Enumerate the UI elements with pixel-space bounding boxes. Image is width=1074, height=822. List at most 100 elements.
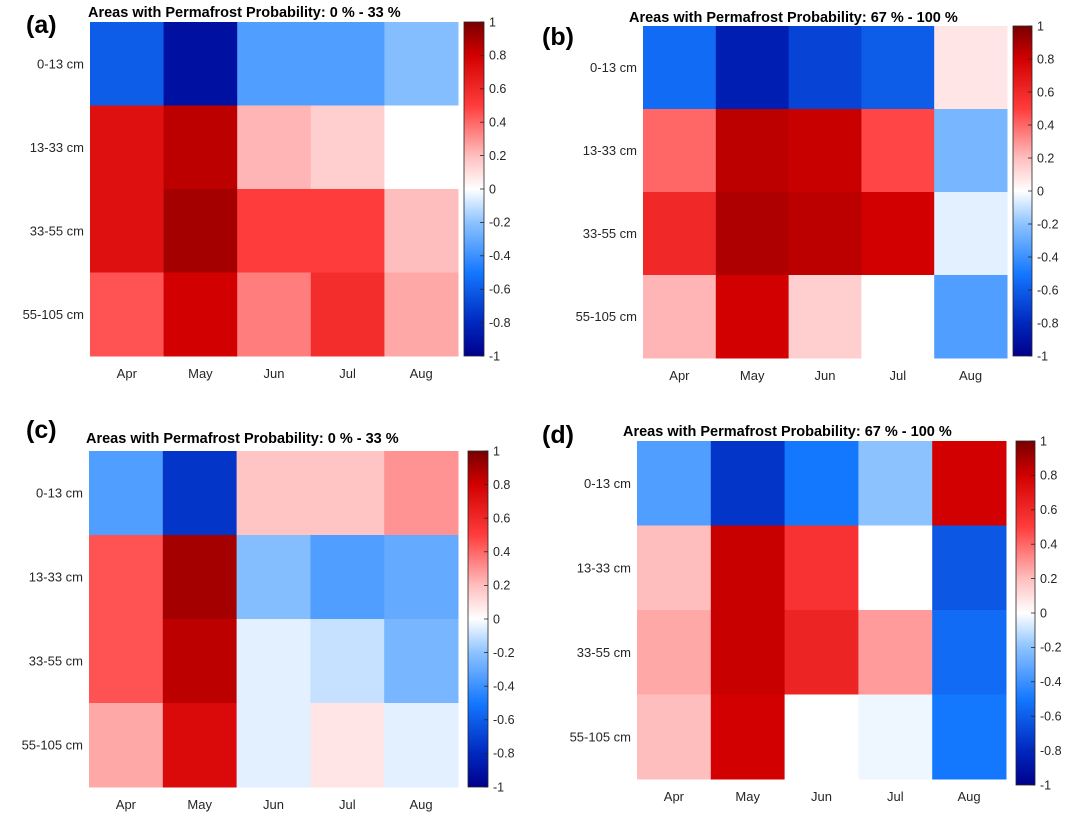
panel-d-xtick-3: Jul <box>887 789 904 804</box>
panel-d-ytick-3: 55-105 cm <box>570 729 631 744</box>
panel-d-cell-3-3 <box>858 694 933 780</box>
panel-a-ytick-0: 0-13 cm <box>37 56 84 71</box>
panel-d-colorbar-label-8: -0.6 <box>1040 710 1062 724</box>
panel-c-xtick-1: May <box>187 797 212 812</box>
panel-c-cell-1-2 <box>236 535 311 620</box>
panel-a-colorbar-label-3: 0.4 <box>489 116 506 130</box>
panel-a-cell-1-1 <box>163 105 238 190</box>
panel-a-colorbar-label-0: 1 <box>489 15 496 29</box>
panel-d-colorbar-label-10: -1 <box>1040 778 1051 792</box>
panel-c-cell-0-0 <box>89 451 164 536</box>
panel-d-colorbar-label-6: -0.2 <box>1040 641 1062 655</box>
panel-b-xtick-4: Aug <box>959 368 982 383</box>
panel-d-cell-2-3 <box>858 610 933 695</box>
panel-a-cell-0-4 <box>384 22 459 106</box>
panel-c-cell-0-1 <box>162 451 238 536</box>
panel-b-cell-2-2 <box>788 192 862 276</box>
panel-c-colorbar-label-9: -0.8 <box>493 747 515 761</box>
panel-a-cell-2-4 <box>384 189 459 273</box>
panel-b-xtick-1: May <box>740 368 765 383</box>
panel-d-colorbar-label-4: 0.2 <box>1040 572 1057 586</box>
panel-a-cell-2-3 <box>310 189 385 273</box>
panel-a-xtick-2: Jun <box>264 366 285 381</box>
panel-c-ytick-3: 55-105 cm <box>22 738 83 753</box>
panel-a-ytick-2: 33-55 cm <box>30 223 84 238</box>
panel-c-cell-2-3 <box>310 619 385 704</box>
panel-c-colorbar-label-6: -0.2 <box>493 646 515 660</box>
panel-d-cell-2-4 <box>932 610 1007 695</box>
panel-d-cell-1-3 <box>858 525 933 611</box>
panel-d-cell-0-3 <box>858 441 933 526</box>
panel-b-colorbar-label-5: 0 <box>1037 184 1044 198</box>
panel-b-cell-0-1 <box>715 26 790 110</box>
panel-a-cell-1-3 <box>310 105 385 190</box>
panel-c-title: Areas with Permafrost Probability: 0 % -… <box>86 431 399 447</box>
panel-c-xtick-4: Aug <box>410 797 433 812</box>
panel-b-title: Areas with Permafrost Probability: 67 % … <box>629 10 958 26</box>
panel-b-colorbar-label-2: 0.6 <box>1037 85 1054 99</box>
panel-b-cell-3-3 <box>861 275 935 359</box>
panel-a-ytick-3: 55-105 cm <box>23 307 84 322</box>
panel-b-cell-0-0 <box>643 26 717 110</box>
panel-b: (b) Areas with Permafrost Probability: 67… <box>542 10 1059 383</box>
panel-a-letter: (a) <box>26 11 57 39</box>
panel-c-cell-2-2 <box>236 619 311 704</box>
panel-b-colorbar-label-10: -1 <box>1037 349 1048 363</box>
panel-c-letter: (c) <box>26 416 57 444</box>
panel-c-xtick-0: Apr <box>116 797 137 812</box>
panel-a-cell-3-0 <box>90 272 165 357</box>
panel-c-cell-3-4 <box>384 703 459 788</box>
panel-d-cell-1-4 <box>932 525 1007 611</box>
panel-c-xtick-2: Jun <box>263 797 284 812</box>
panel-d-colorbar-label-0: 1 <box>1040 434 1047 448</box>
panel-d-cell-3-1 <box>710 694 786 780</box>
panel-d-cell-1-2 <box>784 525 859 611</box>
panel-b-letter: (b) <box>542 23 574 51</box>
panel-b-xtick-3: Jul <box>889 368 906 383</box>
panel-d: (d) Areas with Permafrost Probability: 67… <box>542 421 1062 804</box>
panel-a-cell-3-4 <box>384 272 459 357</box>
panel-c-colorbar-label-7: -0.4 <box>493 680 515 694</box>
panel-c-cell-1-0 <box>89 535 164 620</box>
panel-a-xtick-3: Jul <box>339 366 356 381</box>
panel-c-colorbar-label-2: 0.6 <box>493 512 510 526</box>
panel-a-colorbar-label-7: -0.4 <box>489 249 511 263</box>
panel-b-cell-0-2 <box>788 26 862 110</box>
panel-a-cell-2-2 <box>237 189 312 273</box>
panel-c-cell-0-3 <box>310 451 385 536</box>
panel-b-cell-2-3 <box>861 192 935 276</box>
panel-b-cell-1-3 <box>861 109 935 193</box>
panel-d-xtick-4: Aug <box>958 789 981 804</box>
panel-b-colorbar-label-9: -0.8 <box>1037 316 1059 330</box>
panel-a-cell-1-2 <box>237 105 312 190</box>
panel-a-cell-0-3 <box>310 22 385 106</box>
panel-c-cell-3-2 <box>236 703 311 788</box>
panel-d-cell-3-4 <box>932 694 1007 780</box>
panel-a-title: Areas with Permafrost Probability: 0 % -… <box>88 5 401 21</box>
panel-a-cell-3-2 <box>237 272 312 357</box>
panel-d-ytick-2: 33-55 cm <box>577 645 631 660</box>
panel-c-colorbar-label-3: 0.4 <box>493 545 510 559</box>
panel-d-colorbar-label-9: -0.8 <box>1040 744 1062 758</box>
panel-a-cell-2-0 <box>90 189 165 273</box>
panel-b-cell-0-4 <box>934 26 1008 110</box>
panel-d-cell-2-2 <box>784 610 859 695</box>
panel-a-cell-3-3 <box>310 272 385 357</box>
panel-d-ytick-0: 0-13 cm <box>584 476 631 491</box>
panel-d-title: Areas with Permafrost Probability: 67 % … <box>623 424 952 440</box>
panel-c-cell-1-4 <box>384 535 459 620</box>
panel-b-colorbar-label-0: 1 <box>1037 19 1044 33</box>
panel-a-cell-0-0 <box>90 22 165 106</box>
panel-a-cell-1-4 <box>384 105 459 190</box>
panel-b-cell-3-4 <box>934 275 1008 359</box>
panel-c-colorbar-label-1: 0.8 <box>493 478 510 492</box>
panel-d-cell-0-2 <box>784 441 859 526</box>
panel-c: (c) Areas with Permafrost Probability: 0 … <box>22 416 515 812</box>
panel-d-cell-0-1 <box>710 441 786 526</box>
panel-c-cell-3-3 <box>310 703 385 788</box>
panel-b-ytick-1: 13-33 cm <box>583 143 637 158</box>
panel-c-ytick-0: 0-13 cm <box>36 486 83 501</box>
panel-a-cell-2-1 <box>163 189 238 273</box>
panel-a-colorbar-label-10: -1 <box>489 349 500 363</box>
